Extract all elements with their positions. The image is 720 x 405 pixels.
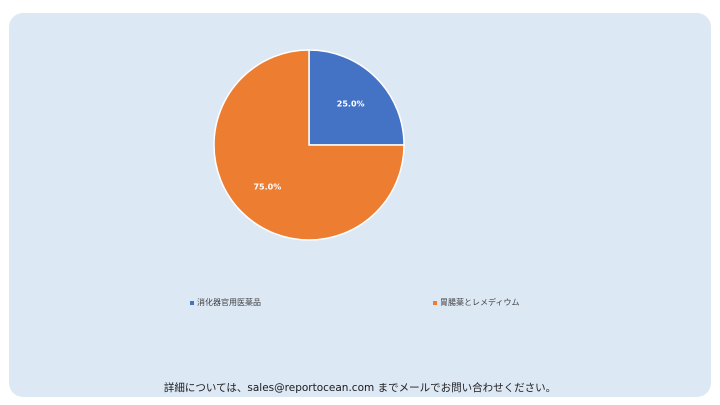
pie-slice-digestive-drugs [308, 49, 405, 146]
pie-slice-gi-remedies [213, 49, 405, 241]
contact-footer: 詳細については、sales@reportocean.com までメールでお問い合… [163, 382, 557, 394]
legend-label-digestive-drugs: 消化器官用医薬品 [197, 298, 261, 307]
legend-item-gi-remedies: 胃腸薬とレメディウム [433, 297, 519, 308]
chart-legend: 消化器官用医薬品 胃腸薬とレメディウム [0, 297, 720, 311]
legend-label-gi-remedies: 胃腸薬とレメディウム [440, 298, 520, 307]
data-label-gi-remedies: 75.0% [253, 183, 281, 192]
legend-item-digestive-drugs: 消化器官用医薬品 [190, 297, 261, 308]
legend-swatch-digestive-drugs [190, 300, 194, 305]
legend-swatch-gi-remedies [433, 300, 437, 305]
data-label-digestive-drugs: 25.0% [337, 99, 365, 108]
